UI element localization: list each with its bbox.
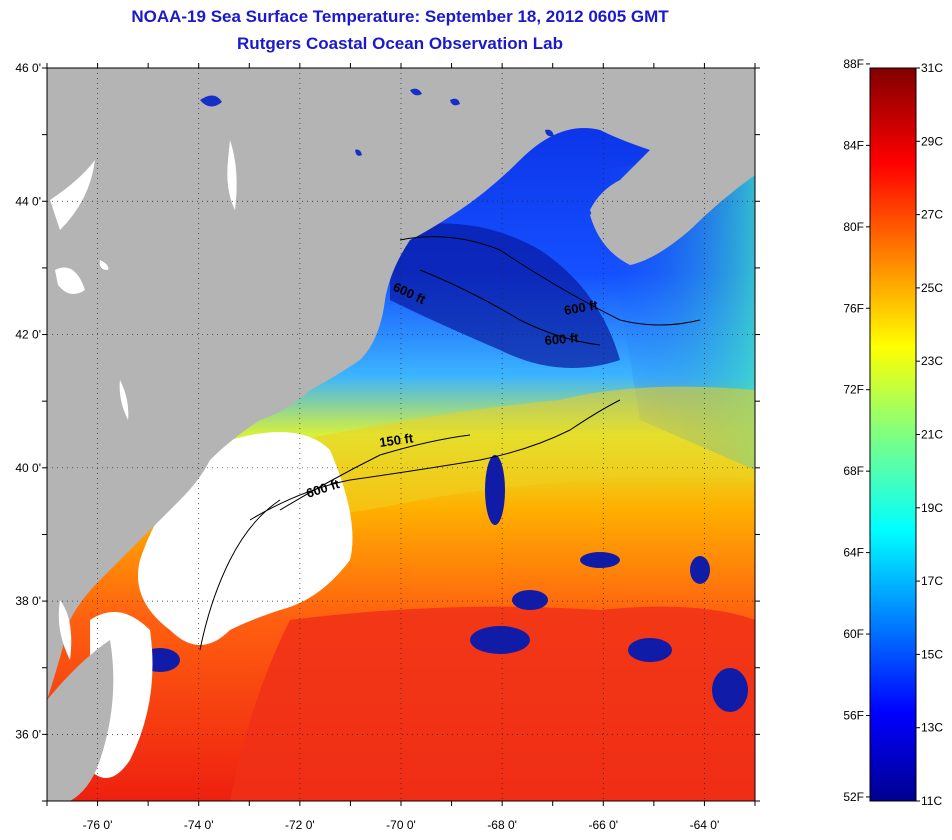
- gulf-stream-core: [230, 606, 755, 801]
- colorbar-c-label: 15C: [921, 647, 943, 661]
- colorbar-celsius-labels: 31C 29C 27C 25C 23C 21C 19C 17C 15C 13C 11C: [916, 61, 943, 808]
- lat-tick-label: 38 0': [15, 594, 41, 608]
- land-southwest: [47, 640, 114, 801]
- colorbar-f-label: 88F: [843, 57, 864, 71]
- map-title: NOAA-19 Sea Surface Temperature: Septemb…: [131, 7, 669, 26]
- colorbar-fahrenheit-labels: 88F 84F 80F 76F 72F 68F 64F 60F 56F 52F: [843, 57, 870, 804]
- longitude-axis: -76 0' -74 0' -72 0' -70 0' -68 0' -66 0' -64 …: [46, 63, 756, 832]
- colorbar-c-label: 23C: [921, 354, 943, 368]
- latitude-axis: 46 0' 44 0' 42 0' 40 0' 38 0' 36 0': [15, 61, 760, 802]
- lon-tick-label: -76 0': [83, 818, 113, 832]
- lon-tick-label: -74 0': [184, 818, 214, 832]
- inland-water: [50, 140, 237, 660]
- colorbar-f-label: 84F: [843, 138, 864, 152]
- colorbar-gradient: [869, 67, 917, 802]
- lat-tick-label: 40 0': [15, 461, 41, 475]
- lat-tick-label: 44 0': [15, 194, 41, 208]
- cold-water-patch: [390, 223, 620, 368]
- colorbar-c-label: 25C: [921, 281, 943, 295]
- colorbar-f-label: 80F: [843, 220, 864, 234]
- graticule: [47, 68, 755, 801]
- colorbar-c-label: 21C: [921, 428, 943, 442]
- colorbar-c-label: 17C: [921, 574, 943, 588]
- lat-tick-label: 46 0': [15, 61, 41, 75]
- isobath-lines: [199, 236, 701, 651]
- colorbar-c-label: 11C: [921, 794, 942, 808]
- lat-tick-label: 42 0': [15, 328, 41, 342]
- lon-tick-label: -70 0': [386, 818, 416, 832]
- lon-tick-label: -64 0': [690, 818, 720, 832]
- colorbar-f-label: 52F: [843, 790, 864, 804]
- lon-tick-label: -66 0': [588, 818, 618, 832]
- lat-tick-label: 36 0': [15, 727, 41, 741]
- land-north: [47, 68, 755, 700]
- colorbar-f-label: 72F: [843, 383, 864, 397]
- colorbar-f-label: 68F: [843, 464, 864, 478]
- colorbar-c-label: 27C: [921, 208, 943, 222]
- isobath-label: 600 ft: [563, 297, 600, 318]
- colorbar-f-label: 76F: [843, 301, 864, 315]
- colorbar-c-label: 29C: [921, 134, 943, 148]
- colorbar-f-label: 56F: [843, 708, 864, 722]
- colorbar-c-label: 13C: [921, 721, 943, 735]
- colorbar-c-label: 19C: [921, 501, 943, 515]
- colorbar-f-label: 64F: [843, 546, 864, 560]
- map-subtitle: Rutgers Coastal Ocean Observation Lab: [237, 34, 563, 53]
- isobath-label: 150 ft: [378, 430, 414, 450]
- land-nova-scotia: [590, 140, 755, 265]
- colorbar-f-label: 60F: [843, 627, 864, 641]
- lakes: [200, 88, 554, 156]
- warm-band: [280, 386, 755, 520]
- colorbar-c-label: 31C: [921, 61, 943, 75]
- lon-tick-label: -68 0': [487, 818, 517, 832]
- lon-tick-label: -72 0': [285, 818, 315, 832]
